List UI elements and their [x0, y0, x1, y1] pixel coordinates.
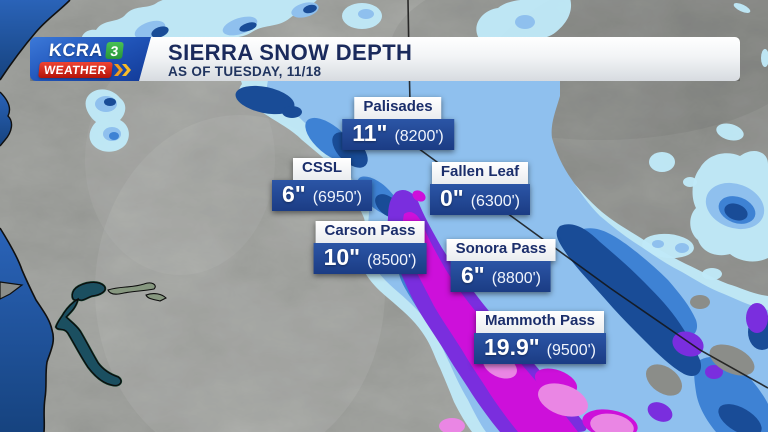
station-name: CSSL — [292, 158, 352, 180]
station-elevation: (6300') — [470, 192, 521, 210]
terrain-gaps — [645, 295, 755, 396]
station-label-carson-pass: Carson Pass 10" (8500') — [313, 221, 427, 275]
station-elevation: (8200') — [394, 127, 444, 145]
station-elevation: (8800') — [491, 269, 541, 287]
coastline-central — [0, 227, 55, 432]
snow-depth-value: 19.9" — [484, 333, 540, 360]
station-name: Palisades — [354, 97, 442, 119]
snow-depth-value: 0" — [439, 184, 464, 211]
snow-depth-value: 6" — [281, 180, 306, 207]
san-francisco-bay — [54, 281, 167, 387]
pacific-ocean — [0, 0, 71, 432]
station-elevation: (9500') — [546, 341, 596, 359]
station-label-cssl: CSSL 6" (6950') — [271, 158, 373, 212]
station-name: Carson Pass — [315, 221, 425, 243]
delta-channels — [107, 282, 156, 295]
snow-depth-value: 11" — [352, 119, 388, 146]
double-chevron-icon — [113, 63, 132, 77]
snow-depth-value: 10" — [323, 243, 361, 270]
header-bar: SIERRA SNOW DEPTH AS OF TUESDAY, 11/18 — [136, 37, 740, 81]
station-label-mammoth-pass: Mammoth Pass 19.9" (9500') — [474, 311, 606, 365]
channel-3-badge: 3 — [105, 42, 124, 59]
kcra-wordmark: KCRA — [47, 40, 104, 60]
station-elevation: (6950') — [312, 188, 363, 206]
station-name: Sonora Pass — [446, 239, 556, 261]
station-label-palisades: Palisades 11" (8200') — [342, 97, 454, 151]
point-reyes — [0, 281, 24, 300]
page-title: SIERRA SNOW DEPTH — [168, 40, 413, 65]
station-name: Fallen Leaf — [431, 162, 529, 184]
weather-badge: WEATHER — [38, 62, 112, 78]
kcra-logo: KCRA 3 WEATHER — [30, 37, 151, 81]
snow-layer-very-heavy — [387, 189, 768, 432]
coastline-north — [0, 0, 71, 81]
station-elevation: (8500') — [367, 251, 417, 269]
station-name: Mammoth Pass — [475, 311, 605, 333]
snow-depth-value: 6" — [460, 261, 485, 288]
station-label-fallen-leaf: Fallen Leaf 0" (6300') — [429, 162, 531, 216]
station-label-sonora-pass: Sonora Pass 6" (8800') — [446, 239, 556, 293]
page-subtitle: AS OF TUESDAY, 11/18 — [168, 64, 322, 80]
